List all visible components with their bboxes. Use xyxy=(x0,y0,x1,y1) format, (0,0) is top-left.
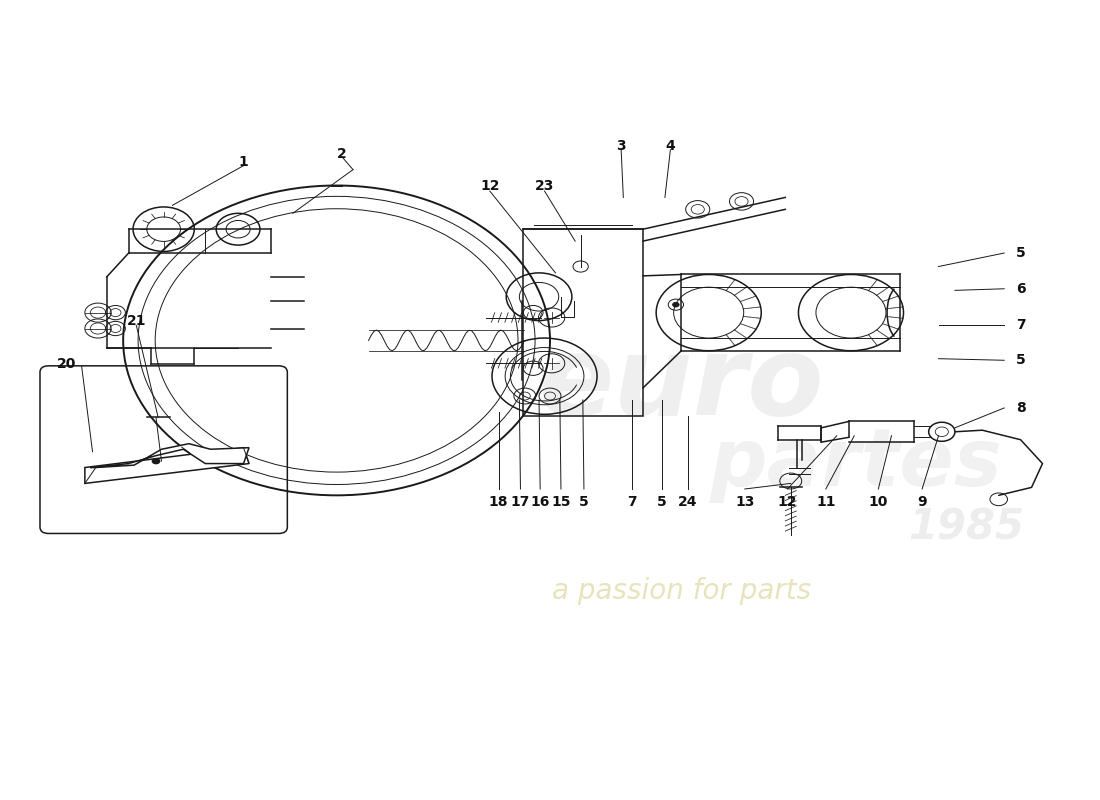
Text: a passion for parts: a passion for parts xyxy=(552,577,811,605)
Text: 3: 3 xyxy=(616,138,626,153)
Text: 7: 7 xyxy=(1015,318,1025,331)
Text: 11: 11 xyxy=(816,495,836,510)
Text: 7: 7 xyxy=(627,495,637,510)
Text: 1985: 1985 xyxy=(908,506,1024,548)
Polygon shape xyxy=(85,448,249,483)
Text: 5: 5 xyxy=(657,495,667,510)
Text: euro: euro xyxy=(539,330,824,438)
Text: 4: 4 xyxy=(666,138,675,153)
Text: 21: 21 xyxy=(126,314,146,327)
Text: 1: 1 xyxy=(239,154,249,169)
Text: 10: 10 xyxy=(869,495,888,510)
Text: 23: 23 xyxy=(535,178,554,193)
Text: 2: 2 xyxy=(338,146,346,161)
Circle shape xyxy=(152,458,161,464)
Text: 18: 18 xyxy=(488,495,508,510)
Bar xyxy=(522,229,644,416)
Text: 5: 5 xyxy=(1015,354,1025,367)
Circle shape xyxy=(672,302,679,307)
Text: 20: 20 xyxy=(56,358,76,371)
Text: 24: 24 xyxy=(678,495,697,510)
Text: partes: partes xyxy=(711,425,1003,502)
Text: 12: 12 xyxy=(480,178,499,193)
Polygon shape xyxy=(90,444,249,467)
Text: 5: 5 xyxy=(1015,246,1025,260)
Text: 8: 8 xyxy=(1015,401,1025,415)
Text: 6: 6 xyxy=(1015,282,1025,296)
Text: 15: 15 xyxy=(551,495,571,510)
Text: 12: 12 xyxy=(778,495,798,510)
Text: 13: 13 xyxy=(735,495,755,510)
Text: 9: 9 xyxy=(917,495,927,510)
Text: 17: 17 xyxy=(510,495,530,510)
Text: 16: 16 xyxy=(530,495,550,510)
Text: 5: 5 xyxy=(579,495,588,510)
